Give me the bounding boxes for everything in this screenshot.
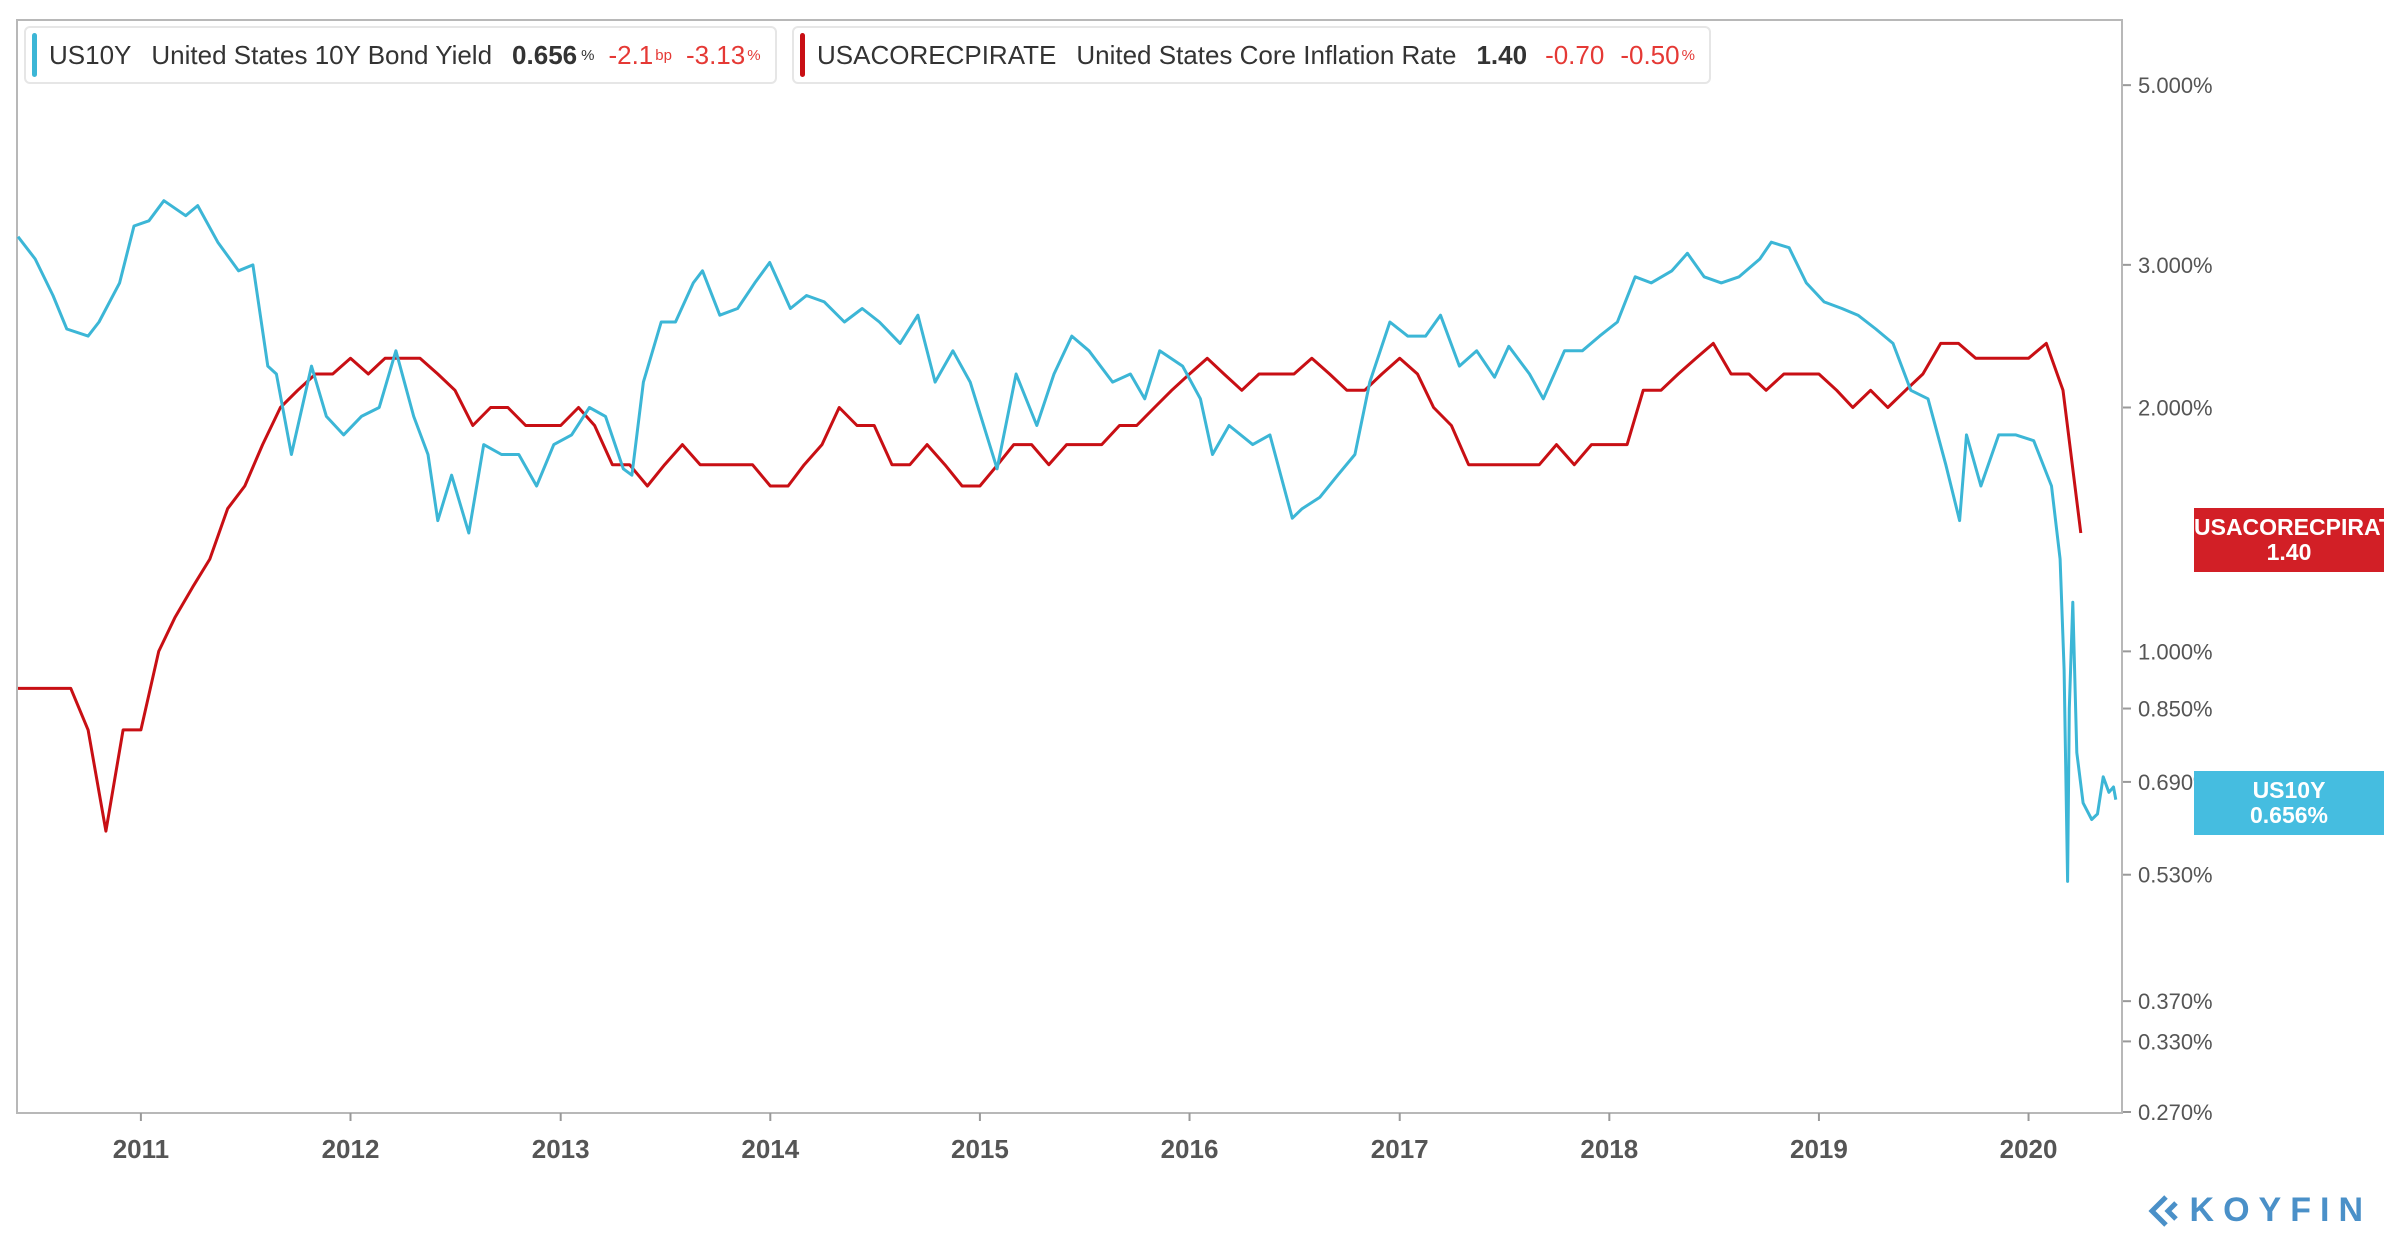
y-tick-label: 0.370%	[2138, 989, 2213, 1014]
x-tick-label: 2018	[1580, 1134, 1638, 1164]
koyfin-logo-icon	[2148, 1194, 2178, 1227]
x-tick-label: 2020	[2000, 1134, 2058, 1164]
series-layer	[16, 199, 2118, 883]
y-tick-label: 0.270%	[2138, 1100, 2213, 1125]
legend-change-pct: -3.13	[685, 39, 746, 70]
legend-change-unit: bp	[655, 46, 672, 64]
legend-usacorecpirate[interactable]: USACORECPIRATE United States Core Inflat…	[792, 26, 1711, 84]
x-tick-label: 2012	[322, 1134, 380, 1164]
x-tick-label: 2019	[1790, 1134, 1848, 1164]
x-tick-label: 2014	[741, 1134, 799, 1164]
plot-frame	[16, 19, 2123, 1114]
legend-change: -0.70	[1545, 39, 1605, 70]
legend-value: 1.40	[1476, 39, 1528, 70]
y-tick-label: 3.000%	[2138, 253, 2213, 278]
price-tag-label: US10Y	[2252, 777, 2326, 803]
y-axis: 5.000%3.000%2.000%1.000%0.850%0.690%0.53…	[2123, 73, 2213, 1125]
legend-us10y[interactable]: US10Y United States 10Y Bond Yield 0.656…	[24, 26, 777, 84]
koyfin-logo-text: KOYFIN	[2189, 1191, 2372, 1229]
y-tick-label: 5.000%	[2138, 73, 2213, 98]
price-tag-value: 0.656%	[2249, 802, 2328, 828]
legend-value: 0.656	[512, 39, 578, 70]
legend-symbol: US10Y	[49, 39, 132, 70]
y-tick-label: 0.850%	[2138, 697, 2213, 722]
legend-change: -2.1	[608, 39, 654, 70]
x-tick-label: 2013	[532, 1134, 590, 1164]
x-tick-label: 2016	[1161, 1134, 1219, 1164]
price-tag-us10y: US10Y 0.656%	[2194, 771, 2384, 835]
legend-name: United States Core Inflation Rate	[1076, 39, 1457, 70]
series-line-us10y	[16, 199, 2118, 883]
y-tick-label: 0.330%	[2138, 1029, 2213, 1054]
legend-color-bar	[800, 33, 805, 77]
y-tick-label: 0.530%	[2138, 863, 2213, 888]
y-tick-label: 2.000%	[2138, 396, 2213, 421]
legend-change-pct: -0.50	[1620, 39, 1680, 70]
legend-change-pct-unit: %	[747, 46, 761, 64]
series-line-usacorecpirate	[18, 341, 2083, 833]
price-tag-usacorecpirate: USACORECPIRATE 1.40	[2194, 508, 2400, 572]
x-tick-label: 2015	[951, 1134, 1009, 1164]
legend-color-bar	[32, 33, 37, 77]
legend-value-unit: %	[581, 46, 595, 64]
price-tag-value: 1.40	[2266, 539, 2312, 565]
legend-change-pct-unit: %	[1681, 46, 1695, 64]
legend-symbol: USACORECPIRATE	[817, 39, 1057, 70]
x-axis: 2011 2012 2013 2014 2015 2016 2017 2018 2019 2020	[113, 1113, 2058, 1164]
legend-name: United States 10Y Bond Yield	[151, 39, 493, 70]
koyfin-logo: KOYFIN	[2146, 1191, 2372, 1230]
x-tick-label: 2011	[113, 1134, 169, 1164]
price-tag-label: USACORECPIRATE	[2194, 514, 2400, 540]
y-tick-label: 1.000%	[2138, 639, 2213, 664]
x-tick-label: 2017	[1371, 1134, 1429, 1164]
